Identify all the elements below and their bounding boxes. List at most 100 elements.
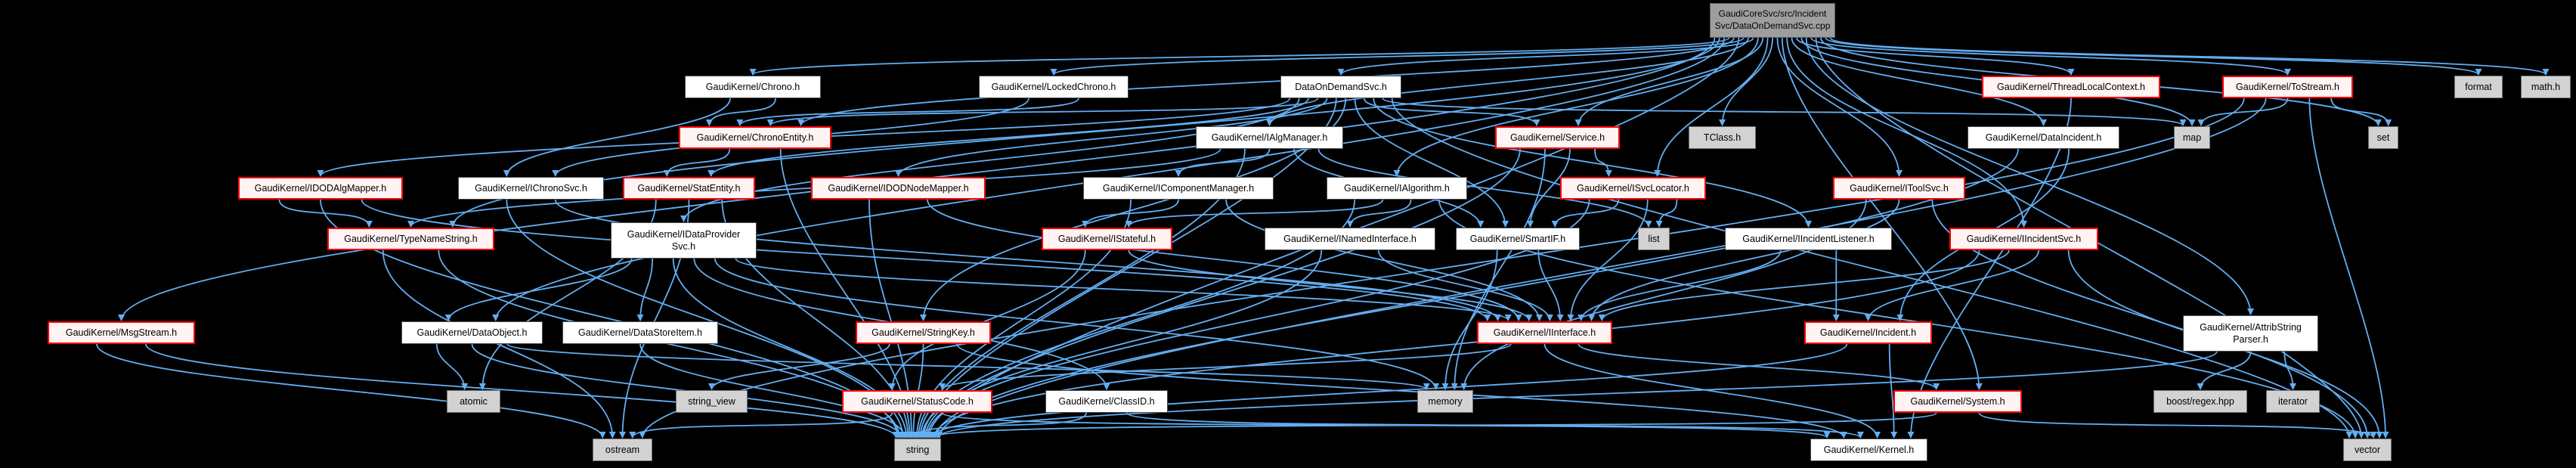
graph-node-status_code[interactable]: GaudiKernel/StatusCode.h — [842, 390, 992, 413]
include-edge-smartif-to-iinterface — [1537, 249, 1564, 321]
graph-node-string_view[interactable]: string_view — [676, 390, 748, 413]
include-edge-isvc_locator-to-iinterface — [1567, 199, 1649, 321]
graph-node-label: format — [2465, 81, 2492, 92]
graph-node-label: map — [2182, 132, 2202, 143]
include-edge-root-to-math — [1829, 37, 2550, 76]
graph-node-label: GaudiKernel/IComponentManager.h — [1102, 182, 1255, 194]
graph-node-map[interactable]: map — [2174, 126, 2210, 149]
graph-node-itool_svc[interactable]: GaudiKernel/IToolSvc.h — [1833, 177, 1965, 200]
graph-node-class_id[interactable]: GaudiKernel/ClassID.h — [1045, 390, 1168, 413]
graph-node-string[interactable]: string — [894, 439, 941, 461]
include-edge-locked_chrono-to-chrono_entity — [736, 98, 1079, 126]
graph-node-label: boost/regex.hpp — [2166, 395, 2234, 407]
graph-node-msg_stream[interactable]: GaudiKernel/MsgStream.h — [48, 321, 195, 344]
graph-node-dod_svc_h[interactable]: DataOnDemandSvc.h — [1280, 76, 1401, 98]
graph-node-tostream[interactable]: GaudiKernel/ToStream.h — [2222, 76, 2353, 98]
graph-node-format[interactable]: format — [2454, 76, 2503, 98]
graph-node-iinterface[interactable]: GaudiKernel/IInterface.h — [1477, 321, 1612, 344]
graph-node-attrib_string_parser[interactable]: GaudiKernel/AttribString Parser.h — [2183, 315, 2318, 352]
include-edge-msg_stream-to-string — [145, 343, 899, 439]
graph-node-kernel[interactable]: GaudiKernel/Kernel.h — [1810, 439, 1927, 461]
graph-node-label: GaudiKernel/StatusCode.h — [861, 395, 974, 407]
include-edge-service-to-memory — [1451, 148, 1546, 390]
graph-node-incident[interactable]: GaudiKernel/Incident.h — [1804, 321, 1932, 344]
graph-node-iincident_listener[interactable]: GaudiKernel/IIncidentListener.h — [1725, 228, 1892, 250]
graph-node-thread_local[interactable]: GaudiKernel/ThreadLocalContext.h — [1982, 76, 2160, 98]
graph-node-label: GaudiKernel/DataStoreItem.h — [578, 327, 702, 338]
graph-node-data_store_item[interactable]: GaudiKernel/DataStoreItem.h — [562, 321, 718, 344]
include-edge-dod_svc_h-to-vector — [1391, 98, 2353, 439]
graph-node-ostream[interactable]: ostream — [593, 439, 652, 461]
include-edge-root-to-format — [1825, 37, 2482, 76]
graph-node-vector[interactable]: vector — [2343, 439, 2392, 461]
include-edge-dod_svc_h-to-service — [1363, 98, 1540, 126]
include-edge-istateful-to-iinterface — [1128, 249, 1533, 321]
graph-node-iterator[interactable]: iterator — [2266, 390, 2320, 413]
graph-node-label: GaudiKernel/MsgStream.h — [65, 327, 178, 338]
graph-node-idod_node_mapper[interactable]: GaudiKernel/IDODNodeMapper.h — [811, 177, 986, 200]
include-edge-root-to-chrono_entity — [797, 37, 1735, 126]
graph-node-service[interactable]: GaudiKernel/Service.h — [1495, 126, 1620, 149]
graph-node-label: GaudiKernel/INamedInterface.h — [1283, 233, 1416, 244]
include-edge-type_name_string-to-ostream — [382, 249, 616, 439]
graph-node-system[interactable]: GaudiKernel/System.h — [1893, 390, 2022, 413]
graph-node-label: GaudiKernel/IDODNodeMapper.h — [828, 182, 969, 194]
include-edge-iincident_listener-to-iinterface — [1577, 249, 1782, 321]
include-edge-root-to-tclass — [1719, 37, 1773, 126]
graph-node-isvc_locator[interactable]: GaudiKernel/ISvcLocator.h — [1560, 177, 1706, 200]
graph-node-label: GaudiKernel/DataIncident.h — [1985, 132, 2102, 143]
include-edge-string_key-to-string_view — [708, 343, 890, 390]
graph-node-atomic[interactable]: atomic — [447, 390, 500, 413]
graph-node-tclass[interactable]: TClass.h — [1689, 126, 1756, 149]
graph-node-label: GaudiKernel/IAlgManager.h — [1211, 132, 1328, 143]
graph-node-string_key[interactable]: GaudiKernel/StringKey.h — [856, 321, 991, 344]
graph-node-math[interactable]: math.h — [2521, 76, 2571, 98]
graph-node-label: GaudiKernel/IChronoSvc.h — [475, 182, 587, 194]
graph-node-label: GaudiKernel/IDODAlgMapper.h — [254, 182, 387, 194]
graph-node-idata_provider[interactable]: GaudiKernel/IDataProvider Svc.h — [611, 222, 757, 259]
graph-node-set[interactable]: set — [2368, 126, 2398, 149]
graph-node-memory[interactable]: memory — [1417, 390, 1473, 413]
graph-node-data_object[interactable]: GaudiKernel/DataObject.h — [401, 321, 543, 344]
graph-node-label: string — [906, 444, 930, 455]
graph-node-type_name_string[interactable]: GaudiKernel/TypeNameString.h — [327, 228, 494, 250]
include-edge-root-to-attrib_string_parser — [1805, 37, 2254, 315]
include-edge-data_object-to-memory — [506, 343, 1430, 390]
graph-node-iincident_svc[interactable]: GaudiKernel/IIncidentSvc.h — [1949, 228, 2098, 250]
include-edge-chrono-to-chrono_entity — [705, 98, 776, 126]
graph-node-smartif[interactable]: GaudiKernel/SmartIF.h — [1456, 228, 1580, 250]
include-edge-root-to-data_incident — [1791, 37, 2047, 126]
include-edge-idod_alg_mapper-to-iinterface — [361, 199, 1491, 321]
include-edge-dod_svc_h-to-iincident_listener — [1373, 98, 1812, 228]
include-edge-dod_svc_h-to-idata_provider — [680, 98, 1300, 222]
graph-node-icomponent_manager[interactable]: GaudiKernel/IComponentManager.h — [1083, 177, 1274, 200]
graph-node-label: DataOnDemandSvc.h — [1295, 81, 1387, 92]
include-edge-itool_svc-to-iinterface — [1588, 199, 1900, 321]
include-edge-idata_provider-to-data_object — [444, 258, 633, 321]
include-edge-tostream-to-vector — [2308, 98, 2389, 439]
graph-node-chrono_entity[interactable]: GaudiKernel/ChronoEntity.h — [679, 126, 831, 149]
graph-node-label: GaudiKernel/IIncidentListener.h — [1742, 233, 1875, 244]
graph-node-ialgorithm[interactable]: GaudiKernel/IAlgorithm.h — [1327, 177, 1467, 200]
graph-node-inamed_interface[interactable]: GaudiKernel/INamedInterface.h — [1265, 228, 1435, 250]
include-edge-dod_svc_h-to-smartif — [1354, 98, 1509, 228]
include-edge-root-to-isvc_locator — [1654, 37, 1769, 177]
include-edge-dod_svc_h-to-stat_entity — [707, 98, 1309, 177]
include-edge-dod_svc_h-to-chrono_entity — [766, 98, 1319, 126]
include-edge-chrono_entity-to-stat_entity — [663, 148, 731, 177]
graph-node-locked_chrono[interactable]: GaudiKernel/LockedChrono.h — [979, 76, 1129, 98]
include-edge-iincident_svc-to-iinterface — [1598, 249, 2010, 321]
graph-node-boost_regex[interactable]: boost/regex.hpp — [2153, 390, 2247, 413]
graph-node-ialg_manager[interactable]: GaudiKernel/IAlgManager.h — [1196, 126, 1343, 149]
graph-node-data_incident[interactable]: GaudiKernel/DataIncident.h — [1968, 126, 2119, 149]
graph-node-ichrono_svc[interactable]: GaudiKernel/IChronoSvc.h — [458, 177, 604, 200]
include-edge-ialg_manager-to-list — [1317, 148, 1652, 228]
include-edge-system-to-string — [929, 412, 1937, 439]
graph-node-chrono[interactable]: GaudiKernel/Chrono.h — [685, 76, 821, 98]
graph-node-list[interactable]: list — [1638, 228, 1670, 250]
graph-node-istateful[interactable]: GaudiKernel/IStateful.h — [1042, 228, 1172, 250]
graph-node-label: GaudiKernel/IDataProvider — [627, 228, 741, 240]
include-edge-idata_provider-to-iinterface — [735, 258, 1512, 321]
graph-node-stat_entity[interactable]: GaudiKernel/StatEntity.h — [623, 177, 755, 200]
graph-node-idod_alg_mapper[interactable]: GaudiKernel/IDODAlgMapper.h — [238, 177, 403, 200]
